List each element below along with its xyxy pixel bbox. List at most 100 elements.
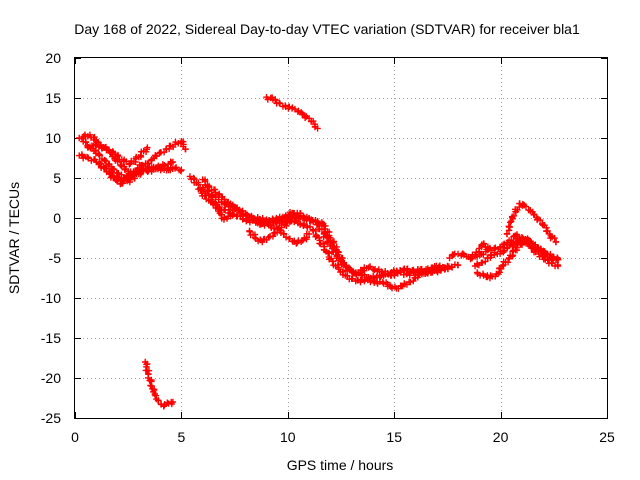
data-point <box>178 166 185 174</box>
series-arc-18 <box>503 200 560 246</box>
series-arc-19 <box>505 231 557 261</box>
data-point <box>250 214 257 222</box>
data-point <box>169 398 177 406</box>
data-point <box>365 264 372 271</box>
data-marker <box>479 259 486 266</box>
y-tick-label: 0 <box>53 210 61 226</box>
data-marker <box>513 244 520 251</box>
data-marker <box>505 223 513 230</box>
x-tick-label: 25 <box>599 429 615 445</box>
data-marker <box>312 233 319 240</box>
data-marker <box>246 228 253 235</box>
data-point <box>161 162 168 169</box>
y-tick-label: -15 <box>41 330 61 346</box>
x-tick-label: 10 <box>280 429 296 445</box>
data-marker <box>536 216 544 224</box>
data-marker <box>510 212 518 220</box>
data-marker <box>532 241 539 248</box>
data-marker <box>272 97 279 104</box>
y-tick-label: 10 <box>45 130 61 146</box>
data-marker <box>96 152 103 159</box>
y-tick-labels: 20 15 10 5 0 -5 -10 -15 -20 -25 <box>41 50 61 426</box>
data-marker <box>509 248 516 255</box>
data-marker <box>251 234 259 242</box>
data-marker <box>220 196 228 203</box>
data-point <box>450 251 457 258</box>
series-arc-20 <box>476 240 492 252</box>
data-marker <box>126 171 133 179</box>
data-marker <box>145 160 152 167</box>
data-point <box>314 125 321 132</box>
y-tick-label: 15 <box>45 90 61 106</box>
data-point <box>305 230 313 238</box>
data-marker <box>344 272 351 280</box>
series-arc-8 <box>199 176 462 279</box>
data-marker <box>278 215 286 222</box>
y-tick-label: 5 <box>53 170 61 186</box>
data-marker <box>280 230 288 237</box>
data-marker <box>319 240 327 247</box>
data-marker <box>98 145 106 152</box>
series-arc-11 <box>267 222 313 247</box>
data-marker <box>318 226 326 233</box>
data-marker <box>168 159 175 167</box>
y-axis-label: SDTVAR / TECUs <box>6 182 22 294</box>
series-arc-12 <box>263 94 321 132</box>
series-arc-9 <box>207 194 236 223</box>
data-point <box>454 262 462 269</box>
data-point <box>484 243 492 250</box>
data-marker <box>551 234 558 242</box>
data-marker <box>406 267 413 275</box>
data-marker <box>138 161 146 169</box>
data-marker <box>232 205 239 213</box>
x-tick-label: 5 <box>178 429 186 445</box>
data-marker <box>323 239 331 246</box>
data-marker <box>482 258 489 265</box>
series-arc-21 <box>178 138 189 153</box>
x-tick-label: 15 <box>386 429 402 445</box>
series-arc-13 <box>142 358 177 410</box>
data-marker <box>407 278 414 286</box>
x-axis-label: GPS time / hours <box>287 457 394 473</box>
data-marker <box>114 152 122 160</box>
data-point <box>554 262 562 270</box>
y-tick-label: 20 <box>45 50 61 66</box>
y-tick-label: -10 <box>41 290 61 306</box>
data-point <box>182 146 189 153</box>
data-point <box>554 256 562 263</box>
x-tick-labels: 0 5 10 15 20 25 <box>71 429 615 445</box>
data-point <box>491 245 498 252</box>
data-marker <box>508 237 515 244</box>
y-tick-label: -5 <box>49 250 62 266</box>
x-tick-label: 20 <box>493 429 509 445</box>
data-point <box>550 254 557 261</box>
data-point <box>169 158 177 166</box>
data-marker <box>156 163 164 171</box>
series-arc-5 <box>97 160 155 184</box>
data-marker <box>480 240 488 247</box>
data-marker <box>155 397 162 404</box>
data-marker <box>332 248 339 256</box>
data-marker <box>152 392 159 399</box>
series-arc-10 <box>246 209 304 246</box>
y-tick-label: -25 <box>41 410 61 426</box>
data-marker <box>144 360 151 368</box>
data-marker <box>503 230 511 237</box>
data-marker <box>459 250 467 257</box>
chart-title: Day 168 of 2022, Sidereal Day-to-day VTE… <box>74 21 580 37</box>
data-marker <box>283 219 290 227</box>
data-point <box>552 238 560 246</box>
data-marker <box>504 259 512 266</box>
data-marker <box>97 142 105 149</box>
data-marker <box>309 217 316 224</box>
data-point <box>297 210 304 217</box>
data-point <box>148 168 155 175</box>
data-point <box>229 206 236 214</box>
data-marker <box>202 192 209 199</box>
grid <box>75 58 607 418</box>
data-marker <box>378 268 386 276</box>
data-marker <box>118 171 125 178</box>
series-group <box>76 94 562 410</box>
data-marker <box>119 180 126 187</box>
